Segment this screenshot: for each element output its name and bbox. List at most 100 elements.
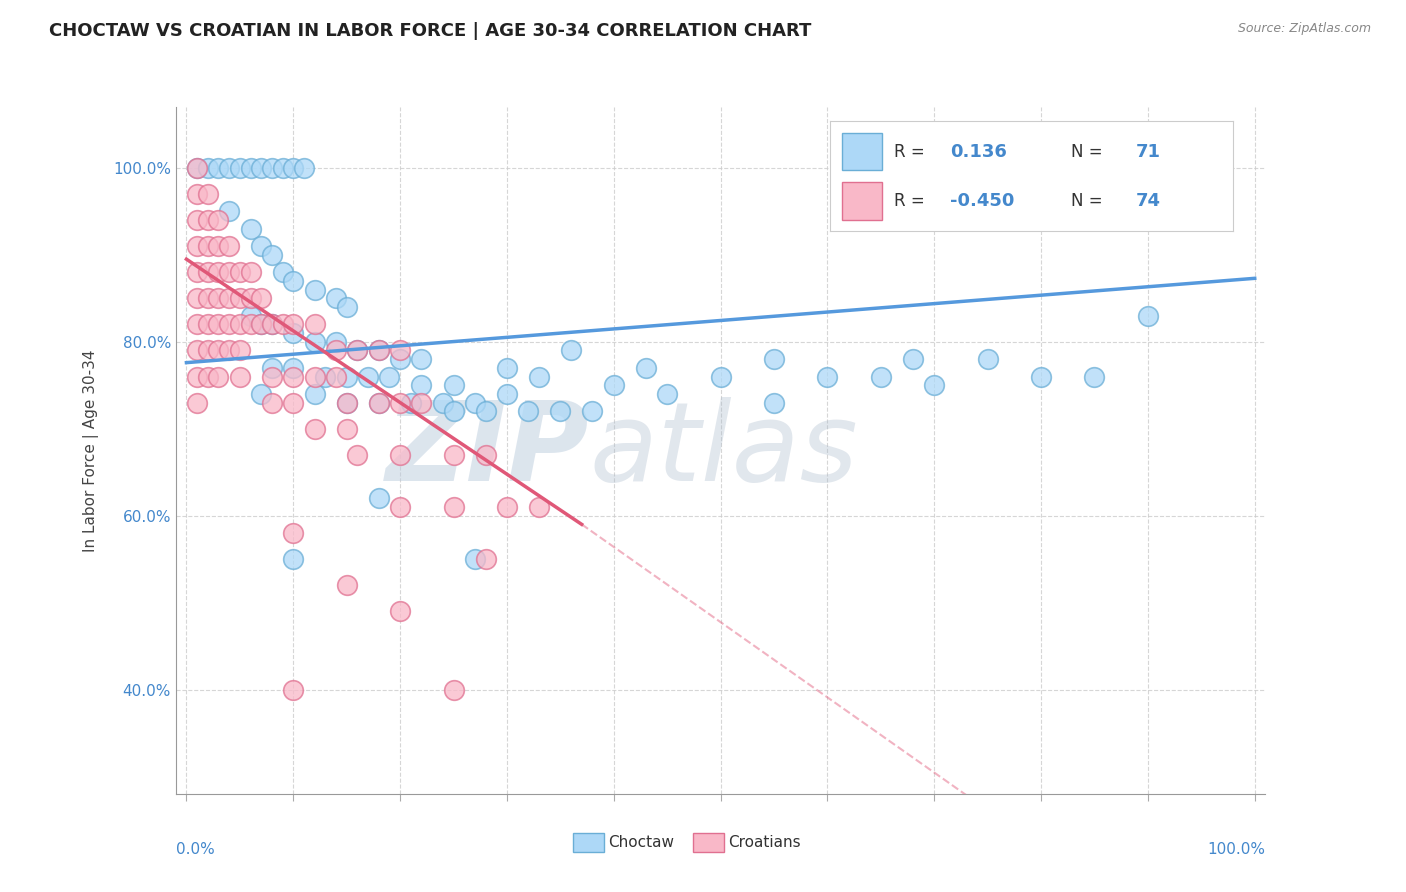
Point (250, 291, 273, 305)
Point (271, 318, 294, 332)
Point (411, 395, 433, 409)
Point (250, 318, 273, 332)
Point (550, 404, 572, 418)
Point (1136, 309, 1159, 323)
Point (186, 291, 208, 305)
Point (260, 369, 283, 384)
Point (197, 161, 219, 175)
Point (283, 274, 305, 288)
Point (304, 283, 326, 297)
Point (283, 360, 305, 375)
Point (762, 395, 785, 409)
Point (304, 369, 326, 384)
Text: 100.0%: 100.0% (1208, 842, 1265, 857)
Point (250, 387, 273, 401)
Point (527, 369, 550, 384)
Point (186, 395, 208, 409)
Point (229, 343, 252, 358)
Point (581, 404, 603, 418)
Point (464, 395, 486, 409)
Point (186, 369, 208, 384)
Point (197, 265, 219, 279)
Point (762, 352, 785, 367)
Point (922, 378, 945, 392)
Text: Choctaw: Choctaw (609, 835, 675, 850)
FancyBboxPatch shape (574, 833, 605, 852)
Point (357, 369, 380, 384)
Point (399, 395, 422, 409)
Point (207, 239, 229, 253)
Point (260, 318, 283, 332)
Point (207, 213, 229, 227)
Point (207, 265, 229, 279)
Point (229, 291, 252, 305)
Point (239, 221, 262, 235)
Text: 0.0%: 0.0% (176, 842, 215, 857)
Point (283, 526, 305, 541)
Point (901, 352, 924, 367)
Point (229, 265, 252, 279)
Point (443, 404, 465, 418)
Point (304, 318, 326, 332)
Point (634, 360, 657, 375)
Point (325, 291, 347, 305)
Point (218, 265, 240, 279)
Point (207, 318, 229, 332)
Point (443, 378, 465, 392)
Point (186, 186, 208, 201)
Point (260, 248, 283, 262)
Point (443, 682, 465, 697)
Point (304, 387, 326, 401)
Point (1083, 369, 1105, 384)
Point (207, 343, 229, 358)
Point (560, 343, 582, 358)
Point (239, 291, 262, 305)
Point (239, 265, 262, 279)
Point (474, 552, 496, 566)
Point (283, 326, 305, 340)
Point (869, 369, 891, 384)
Point (186, 161, 208, 175)
Point (389, 448, 412, 462)
Point (346, 448, 368, 462)
Point (250, 239, 273, 253)
Point (283, 395, 305, 409)
Point (260, 395, 283, 409)
Point (527, 500, 550, 514)
Point (197, 343, 219, 358)
Point (657, 387, 679, 401)
Point (411, 378, 433, 392)
Point (250, 318, 273, 332)
Point (197, 186, 219, 201)
Point (260, 360, 283, 375)
Point (283, 161, 305, 175)
Text: atlas: atlas (591, 397, 859, 504)
Text: ZIP: ZIP (387, 397, 591, 504)
Point (260, 318, 283, 332)
Point (271, 161, 294, 175)
Point (443, 448, 465, 462)
Point (197, 213, 219, 227)
Point (474, 404, 496, 418)
Point (283, 552, 305, 566)
Point (367, 491, 389, 506)
Point (218, 204, 240, 219)
FancyBboxPatch shape (693, 833, 724, 852)
Point (367, 343, 389, 358)
Point (283, 682, 305, 697)
Point (367, 395, 389, 409)
Point (229, 318, 252, 332)
Point (239, 309, 262, 323)
Point (186, 318, 208, 332)
Point (325, 343, 347, 358)
Point (710, 369, 733, 384)
Point (207, 291, 229, 305)
Point (197, 291, 219, 305)
Point (207, 161, 229, 175)
Point (517, 404, 540, 418)
Point (260, 161, 283, 175)
Point (367, 343, 389, 358)
Point (186, 343, 208, 358)
Point (496, 500, 519, 514)
Point (603, 378, 626, 392)
